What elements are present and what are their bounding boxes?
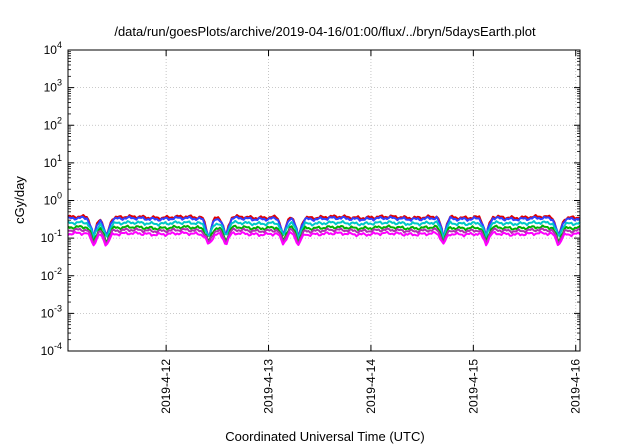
- y-axis-label: cGy/day: [12, 176, 27, 224]
- x-tick-label: 2019-4-14: [364, 359, 378, 414]
- series-line: [67, 215, 581, 241]
- y-tick-label: 10-2: [41, 266, 62, 283]
- series-group: [67, 214, 581, 247]
- x-tick-label: 2019-4-15: [466, 359, 480, 414]
- x-axis: 2019-4-12 2019-4-13 2019-4-14 2019-4-15 2019…: [159, 50, 583, 414]
- x-tick-label: 2019-4-12: [159, 359, 173, 414]
- grid: [68, 50, 580, 351]
- plot-frame: [67, 49, 581, 352]
- y-axis: 10-4 10-3 10-2 10-1 100 101 102 103 104: [41, 40, 580, 358]
- y-tick-label: 104: [44, 40, 62, 57]
- x-axis-label: Coordinated Universal Time (UTC): [225, 429, 424, 444]
- y-tick-label: 102: [44, 115, 62, 132]
- series-line: [67, 224, 581, 246]
- x-tick-label: 2019-4-16: [569, 359, 583, 414]
- y-tick-label: 10-3: [41, 303, 62, 320]
- x-tick-label: 2019-4-13: [262, 359, 276, 414]
- series-line: [67, 214, 581, 241]
- y-tick-label: 101: [44, 153, 62, 170]
- y-tick-label: 100: [44, 191, 62, 208]
- chart-title: /data/run/goesPlots/archive/2019-04-16/0…: [114, 24, 536, 39]
- y-tick-label: 10-1: [41, 228, 62, 245]
- y-tick-label: 103: [44, 78, 62, 95]
- y-tick-label: 10-4: [41, 341, 62, 358]
- series-line: [67, 230, 581, 247]
- series-line: [67, 219, 581, 241]
- series-line: [67, 227, 581, 246]
